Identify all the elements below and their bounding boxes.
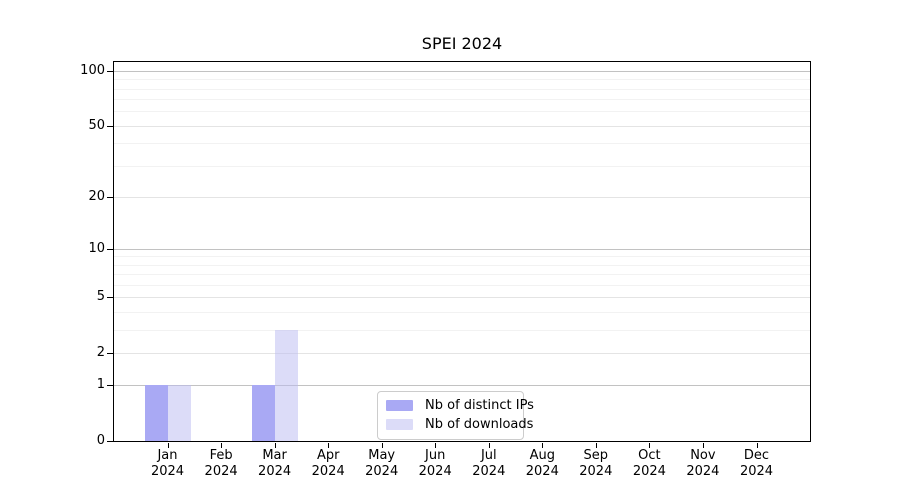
x-tick-mark: [274, 443, 276, 448]
y-gridline-7: [114, 274, 810, 276]
x-tick-mark: [702, 443, 704, 448]
y-tick-mark: [107, 125, 113, 127]
x-tick-label-jan: Jan 2024: [150, 448, 185, 479]
x-tick-mark: [488, 443, 490, 448]
y-gridline-6: [114, 285, 810, 286]
y-gridline-40: [114, 143, 810, 145]
y-tick-label-2: 2: [96, 344, 105, 360]
x-tick-label-feb: Feb 2024: [204, 448, 238, 479]
x-tick-mark: [221, 443, 223, 448]
chart-title: SPEI 2024: [421, 34, 503, 53]
x-tick-label-jun: Jun 2024: [418, 448, 452, 479]
y-gridline-80: [114, 88, 810, 90]
legend-swatch-downloads-icon: [386, 419, 413, 430]
y-tick-label-50: 50: [88, 117, 105, 133]
y-gridline-2: [114, 352, 810, 354]
x-tick-mark: [167, 443, 169, 448]
x-tick-label-sep: Sep 2024: [579, 448, 613, 479]
x-tick-label-oct: Oct 2024: [632, 448, 666, 479]
y-tick-mark: [107, 248, 113, 250]
x-tick-label-may: May 2024: [365, 448, 399, 479]
y-gridline-9: [114, 256, 810, 258]
y-tick-mark: [107, 196, 113, 198]
y-gridline-50: [114, 125, 810, 127]
legend: Nb of distinct IPs Nb of downloads: [377, 391, 534, 440]
y-gridline-90: [114, 79, 810, 81]
x-tick-mark: [649, 443, 651, 448]
x-tick-label-nov: Nov 2024: [686, 448, 720, 479]
legend-label-downloads: Nb of downloads: [425, 417, 534, 432]
y-gridline-30: [114, 165, 810, 167]
y-gridline-10: [114, 248, 810, 250]
y-gridline-20: [114, 196, 810, 198]
x-tick-mark: [328, 443, 330, 448]
y-gridline-8: [114, 264, 810, 266]
x-tick-label-apr: Apr 2024: [311, 448, 345, 479]
legend-item-distinct-ips: Nb of distinct IPs: [386, 397, 534, 414]
y-gridline-60: [114, 111, 810, 113]
x-tick-label-dec: Dec 2024: [739, 448, 774, 479]
x-tick-mark: [542, 443, 544, 448]
y-tick-label-0: 0: [96, 433, 105, 448]
y-gridline-3: [114, 329, 810, 331]
plot-area: [113, 61, 811, 442]
y-tick-mark: [107, 385, 113, 387]
y-tick-label-20: 20: [88, 188, 105, 204]
y-gridline-4: [114, 312, 810, 313]
bar-distinct-ips-jan: [144, 385, 168, 441]
y-gridline-70: [114, 99, 810, 101]
y-tick-mark: [107, 71, 113, 72]
y-gridline-5: [114, 297, 810, 299]
y-gridline-100: [114, 71, 810, 72]
y-tick-mark: [107, 297, 113, 299]
x-tick-label-aug: Aug 2024: [525, 448, 559, 479]
y-tick-label-10: 10: [88, 240, 105, 256]
x-tick-mark: [756, 443, 758, 448]
y-tick-mark: [107, 352, 113, 354]
x-tick-mark: [381, 443, 383, 448]
y-tick-label-100: 100: [80, 63, 105, 78]
bar-downloads-mar: [274, 329, 298, 441]
legend-item-downloads: Nb of downloads: [386, 416, 533, 433]
bar-downloads-jan: [167, 385, 191, 441]
x-tick-mark: [435, 443, 437, 448]
y-gridline-1: [114, 385, 810, 387]
y-tick-label-1: 1: [96, 377, 105, 393]
y-tick-label-5: 5: [96, 289, 105, 305]
x-tick-mark: [595, 443, 597, 448]
bar-distinct-ips-mar: [251, 385, 275, 441]
legend-label-distinct-ips: Nb of distinct IPs: [425, 398, 534, 413]
legend-swatch-distinct-ips-icon: [386, 400, 413, 411]
x-tick-label-jul: Jul 2024: [472, 448, 506, 479]
y-tick-mark: [107, 441, 113, 442]
x-tick-label-mar: Mar 2024: [258, 448, 292, 479]
